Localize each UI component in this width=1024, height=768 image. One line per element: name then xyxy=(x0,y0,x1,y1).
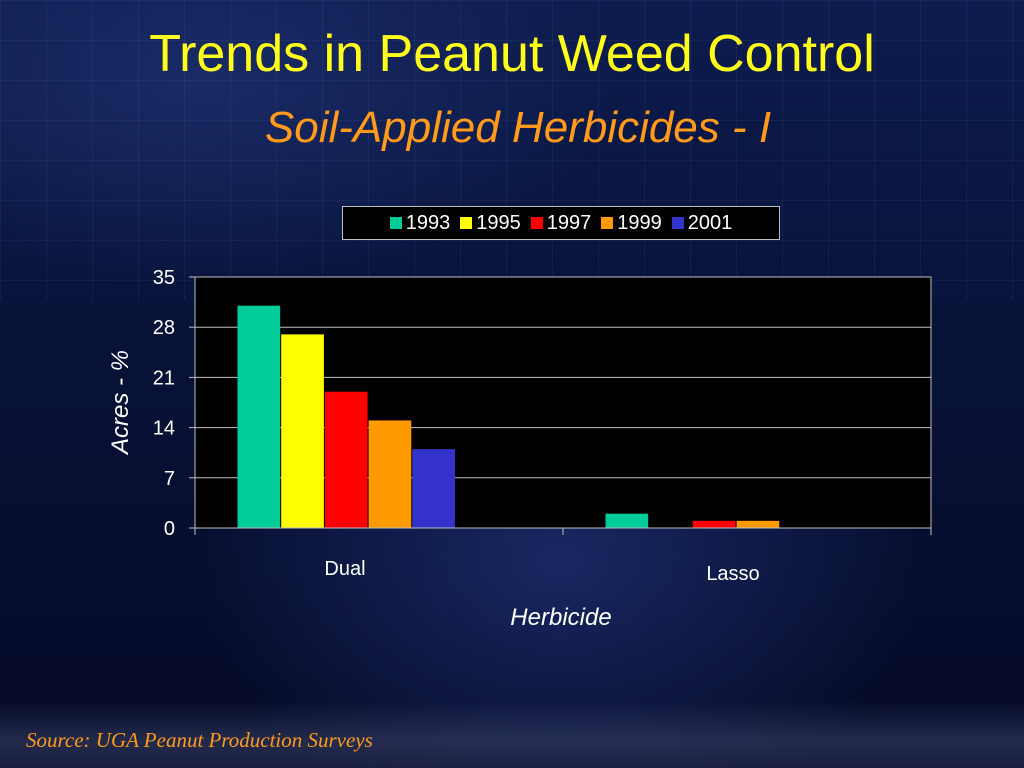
legend-label: 2001 xyxy=(687,211,733,234)
bar-lasso-1999 xyxy=(736,520,780,528)
x-category-labels: Dual Lasso xyxy=(324,558,759,585)
axes xyxy=(194,527,932,535)
x-axis-label: Herbicide xyxy=(510,604,611,631)
y-tick-label: 14 xyxy=(153,418,175,440)
bar-chart: 0 7 14 21 28 35 Dual Lasso Acres - % Herbicide xyxy=(107,267,932,631)
y-tick-label: 0 xyxy=(164,518,175,540)
gridlines xyxy=(189,276,931,529)
bar-dual-1997 xyxy=(324,391,368,528)
bar-lasso-1993 xyxy=(605,513,649,528)
slide-title: Trends in Peanut Weed Control xyxy=(149,25,875,83)
background-band xyxy=(0,700,1024,768)
bar-dual-1995 xyxy=(281,334,324,528)
y-tick-label: 21 xyxy=(153,367,175,389)
legend-item-1995: 1995 xyxy=(460,212,521,235)
legend-swatch xyxy=(389,217,402,229)
legend-label: 1999 xyxy=(617,211,662,234)
legend-label: 1995 xyxy=(476,211,521,234)
y-axis-label: Acres - % xyxy=(107,350,134,456)
y-tick-labels: 0 7 14 21 28 35 xyxy=(153,267,175,540)
legend-item-1997: 1997 xyxy=(530,211,592,235)
legend-item-2001: 2001 xyxy=(671,211,733,235)
x-category-label: Lasso xyxy=(706,563,759,585)
bar-dual-1993 xyxy=(237,305,281,528)
legend-label: 1993 xyxy=(405,211,451,234)
legend-label: 1997 xyxy=(546,211,592,234)
legend-swatch xyxy=(460,217,473,229)
bar-dual-1999 xyxy=(368,420,412,528)
legend-swatch xyxy=(671,217,684,229)
x-category-label: Dual xyxy=(324,558,365,580)
y-tick-label: 28 xyxy=(153,317,175,339)
y-tick-label: 7 xyxy=(164,468,175,490)
bar-dual-2001 xyxy=(412,449,455,528)
legend-swatch xyxy=(530,217,543,229)
legend-item-1993: 1993 xyxy=(389,211,451,235)
bars xyxy=(237,305,780,528)
slide-subtitle: Soil-Applied Herbicides - I xyxy=(264,103,772,152)
legend-swatch xyxy=(601,217,614,229)
chart-legend: 1993 1995 1997 1999 2001 xyxy=(342,206,780,240)
bar-lasso-1997 xyxy=(692,520,736,528)
legend-item-1999: 1999 xyxy=(601,212,662,235)
y-tick-label: 35 xyxy=(153,267,175,289)
source-note: Source: UGA Peanut Production Surveys xyxy=(26,728,373,752)
